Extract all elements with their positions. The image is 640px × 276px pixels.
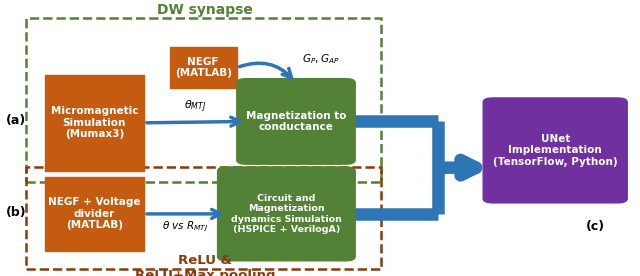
- Text: NEGF
(MATLAB): NEGF (MATLAB): [175, 57, 232, 78]
- Text: (a): (a): [6, 113, 26, 127]
- Text: $G_P, G_{AP}$: $G_P, G_{AP}$: [303, 52, 340, 66]
- Text: UNet
Implementation
(TensorFlow, Python): UNet Implementation (TensorFlow, Python): [493, 134, 618, 167]
- Text: Circuit and
Magnetization
dynamics Simulation
(HSPICE + VerilogA): Circuit and Magnetization dynamics Simul…: [231, 194, 342, 234]
- Text: (b): (b): [6, 206, 26, 219]
- Text: Micromagnetic
Simulation
(Mumax3): Micromagnetic Simulation (Mumax3): [51, 106, 138, 139]
- Text: $\theta_{MTJ}$: $\theta_{MTJ}$: [184, 98, 206, 115]
- Text: ReLU &
ReLU+Max pooling: ReLU & ReLU+Max pooling: [134, 254, 275, 276]
- Text: DW synapse: DW synapse: [157, 3, 253, 17]
- FancyBboxPatch shape: [170, 47, 237, 88]
- Text: NEGF + Voltage
divider
(MATLAB): NEGF + Voltage divider (MATLAB): [48, 197, 141, 230]
- FancyBboxPatch shape: [45, 75, 144, 171]
- Text: Magnetization to
conductance: Magnetization to conductance: [246, 111, 346, 132]
- FancyBboxPatch shape: [218, 167, 355, 261]
- FancyBboxPatch shape: [45, 177, 144, 251]
- Text: (c): (c): [586, 220, 605, 233]
- Text: $\theta$ vs $R_{MTJ}$: $\theta$ vs $R_{MTJ}$: [163, 219, 209, 234]
- FancyBboxPatch shape: [237, 79, 355, 164]
- FancyBboxPatch shape: [483, 98, 627, 203]
